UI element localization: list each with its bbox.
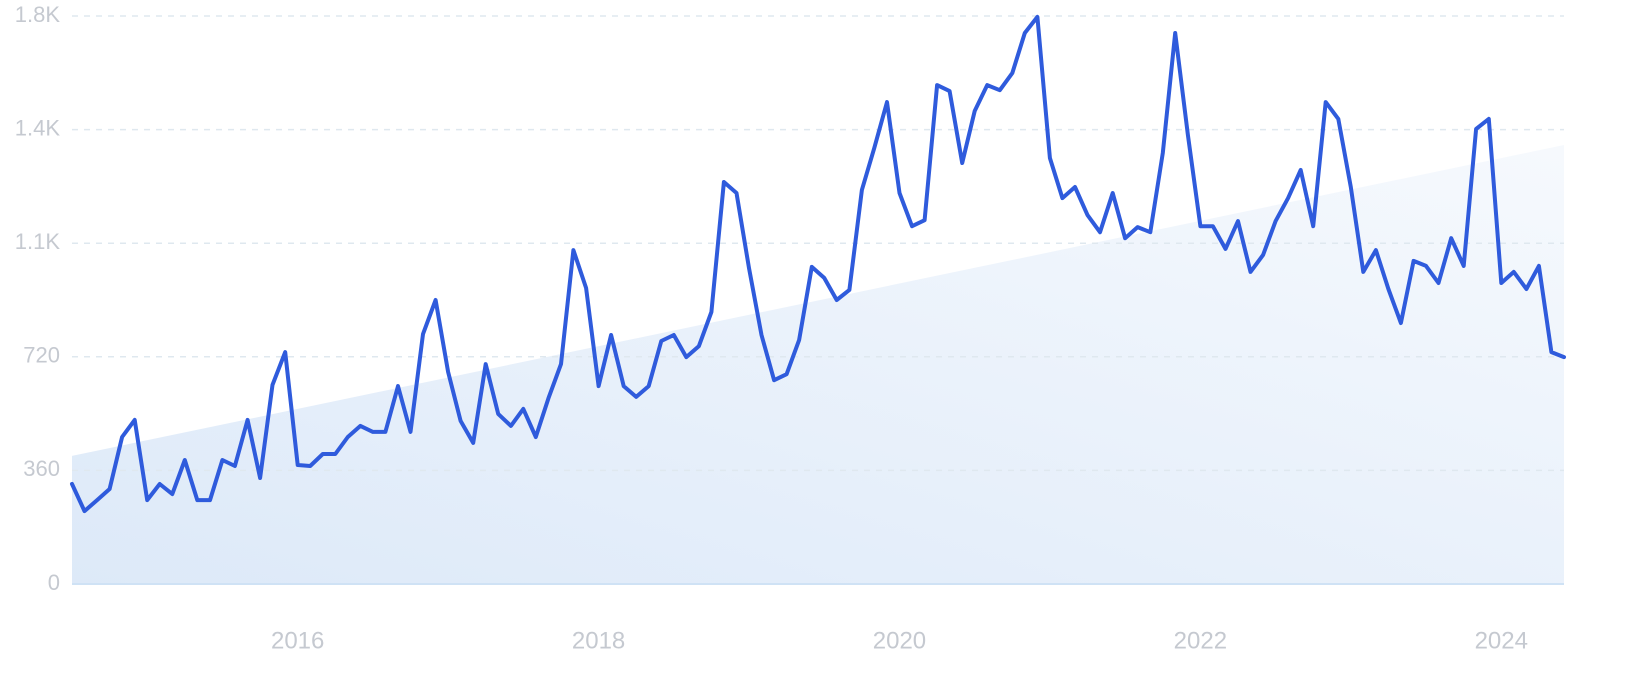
trend-line xyxy=(70,14,1566,514)
x-tick-label: 2020 xyxy=(873,627,926,654)
x-tick-label: 2016 xyxy=(271,627,324,654)
x-tick-label: 2024 xyxy=(1475,627,1528,654)
y-tick-label: 1.1K xyxy=(15,229,61,254)
x-tick-label: 2018 xyxy=(572,627,625,654)
y-tick-label: 1.4K xyxy=(15,115,61,140)
y-tick-label: 0 xyxy=(48,570,60,595)
y-tick-label: 720 xyxy=(23,343,60,368)
x-tick-label: 2022 xyxy=(1174,627,1227,654)
trend-area xyxy=(72,145,1564,584)
y-tick-label: 360 xyxy=(23,456,60,481)
y-tick-label: 1.8K xyxy=(15,2,61,27)
